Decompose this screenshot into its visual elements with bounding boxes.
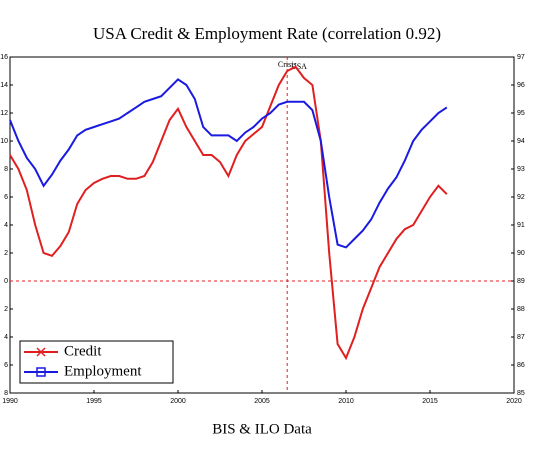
y-tick-label: 12	[0, 110, 8, 117]
y-tick-label: 6	[4, 362, 8, 369]
y-tick-label: 4	[4, 222, 8, 229]
y2-tick-label: 85	[517, 390, 525, 397]
legend-marker	[36, 347, 46, 357]
x-tick-label: 2015	[422, 398, 438, 405]
y2-tick-label: 86	[517, 362, 525, 369]
x-tick-label: 2000	[170, 398, 186, 405]
y2-tick-label: 89	[517, 278, 525, 285]
y-tick-label: 16	[0, 54, 8, 61]
y2-tick-label: 88	[517, 306, 525, 313]
y2-tick-label: 87	[517, 334, 525, 341]
y2-tick-label: 97	[517, 54, 525, 61]
y2-tick-label: 93	[517, 166, 525, 173]
y-tick-label: 2	[4, 250, 8, 257]
y-tick-label: 6	[4, 194, 8, 201]
y2-tick-label: 92	[517, 194, 525, 201]
x-tick-label: 1990	[2, 398, 18, 405]
series-line	[9, 65, 448, 361]
y2-tick-label: 95	[517, 110, 525, 117]
y-tick-label: 4	[4, 334, 8, 341]
legend-label: Employment	[64, 363, 142, 379]
y2-tick-label: 96	[517, 82, 525, 89]
y-tick-label: 8	[4, 390, 8, 397]
x-tick-label: 2020	[506, 398, 522, 405]
legend: Credit Employment	[19, 340, 174, 384]
y-tick-label: 14	[0, 82, 8, 89]
chart-title: USA Credit & Employment Rate (correlatio…	[93, 24, 441, 43]
y2-tick-label: 91	[517, 222, 525, 229]
series-line	[9, 78, 448, 249]
x-tick-label: 2010	[338, 398, 354, 405]
annotation: USA	[291, 62, 307, 71]
legend-marker	[36, 367, 46, 377]
x-tick-label: 1995	[86, 398, 102, 405]
legend-label: Credit	[64, 343, 102, 359]
y-tick-label: 8	[4, 166, 8, 173]
x-axis-label: BIS & ILO Data	[212, 421, 312, 437]
y-tick-label: 0	[4, 278, 8, 285]
y2-tick-label: 90	[517, 250, 525, 257]
annotation: Crisis	[278, 60, 297, 69]
y2-tick-label: 94	[517, 138, 525, 145]
y-tick-label: 10	[0, 138, 8, 145]
y-tick-label: 2	[4, 306, 8, 313]
x-tick-label: 2005	[254, 398, 270, 405]
